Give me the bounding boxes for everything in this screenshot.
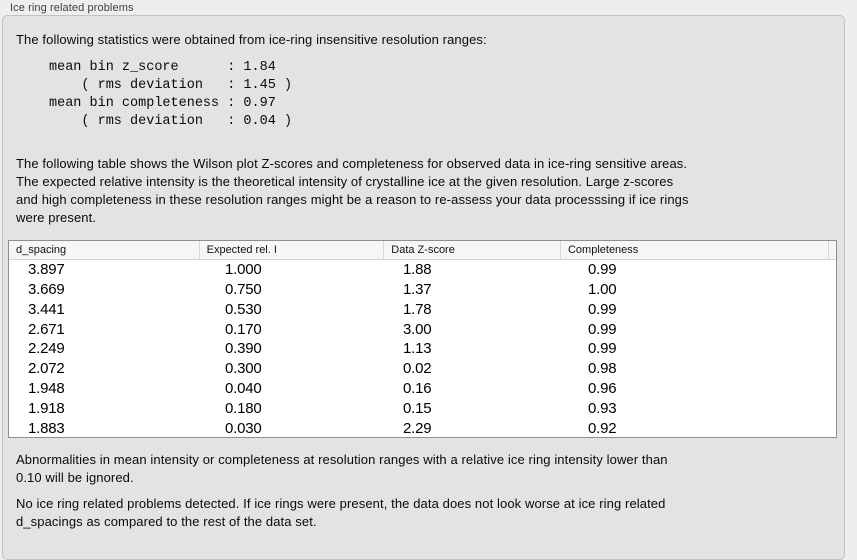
abnormalities-note: Abnormalities in mean intensity or compl…	[16, 452, 668, 485]
table-row[interactable]: 3.441 0.530 1.78 0.99	[9, 300, 836, 320]
table-cell: 0.15	[403, 399, 432, 417]
column-header-completeness[interactable]: Completeness	[559, 241, 828, 259]
ice-ring-table: d_spacing Expected rel. I Data Z-score Comp…	[8, 240, 837, 438]
table-row[interactable]: 1.948 0.040 0.16 0.96	[9, 379, 836, 399]
intro-text: The following statistics were obtained f…	[16, 32, 487, 47]
table-cell: 2.671	[28, 320, 65, 338]
table-cell: 0.99	[588, 300, 617, 318]
table-cell: 0.300	[225, 360, 262, 378]
table-cell: 0.750	[225, 281, 262, 299]
table-row[interactable]: 1.918 0.180 0.15 0.93	[9, 398, 836, 418]
table-cell: 3.897	[28, 261, 65, 279]
table-cell: 0.99	[588, 340, 617, 358]
table-row[interactable]: 2.671 0.170 3.00 0.99	[9, 319, 836, 339]
table-cell: 0.99	[588, 320, 617, 338]
table-cell: 1.883	[28, 419, 65, 437]
table-cell: 0.530	[225, 300, 262, 318]
table-cell: 1.948	[28, 379, 65, 397]
table-header-row: d_spacing Expected rel. I Data Z-score Comp…	[9, 241, 836, 260]
table-row[interactable]: 2.072 0.300 0.02 0.98	[9, 359, 836, 379]
column-header-filler	[828, 241, 836, 259]
table-cell: 1.000	[225, 261, 262, 279]
table-cell: 0.390	[225, 340, 262, 358]
table-cell: 1.78	[403, 300, 432, 318]
table-cell: 0.96	[588, 379, 617, 397]
ice-ring-panel: The following statistics were obtained f…	[2, 15, 845, 560]
table-row[interactable]: 1.883 0.030 2.29 0.92	[9, 418, 836, 437]
table-cell: 3.441	[28, 300, 65, 318]
table-cell: 1.00	[588, 281, 617, 299]
table-cell: 1.37	[403, 281, 432, 299]
table-cell: 2.072	[28, 360, 65, 378]
table-cell: 1.918	[28, 399, 65, 417]
table-cell: 0.98	[588, 360, 617, 378]
column-header-data-z-score[interactable]: Data Z-score	[383, 241, 560, 259]
table-cell: 2.249	[28, 340, 65, 358]
table-cell: 0.92	[588, 419, 617, 437]
table-cell: 1.13	[403, 340, 432, 358]
table-cell: 1.88	[403, 261, 432, 279]
table-row[interactable]: 2.249 0.390 1.13 0.99	[9, 339, 836, 359]
stats-block: mean bin z_score : 1.84 ( rms deviation …	[49, 60, 293, 129]
table-cell: 0.02	[403, 360, 432, 378]
table-row[interactable]: 3.897 1.000 1.88 0.99	[9, 260, 836, 280]
table-cell: 0.040	[225, 379, 262, 397]
column-header-expected-rel-i[interactable]: Expected rel. I	[198, 241, 384, 259]
column-header-d-spacing[interactable]: d_spacing	[16, 244, 67, 256]
groupbox-label: Ice ring related problems	[10, 2, 134, 14]
conclusion-text: No ice ring related problems detected. I…	[16, 496, 666, 529]
table-info-text: The following table shows the Wilson plo…	[16, 156, 689, 225]
table-cell: 0.99	[588, 261, 617, 279]
table-cell: 0.170	[225, 320, 262, 338]
table-cell: 0.180	[225, 399, 262, 417]
table-row[interactable]: 3.669 0.750 1.37 1.00	[9, 280, 836, 300]
table-cell: 0.030	[225, 419, 262, 437]
table-cell: 3.669	[28, 281, 65, 299]
table-cell: 2.29	[403, 419, 432, 437]
table-cell: 3.00	[403, 320, 432, 338]
table-cell: 0.16	[403, 379, 432, 397]
table-cell: 0.93	[588, 399, 617, 417]
table-body: 3.897 1.000 1.88 0.99 3.669 0.750 1.37 1.00 3.44…	[9, 260, 836, 437]
